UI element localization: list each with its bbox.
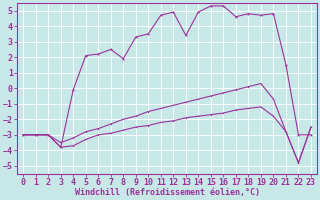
X-axis label: Windchill (Refroidissement éolien,°C): Windchill (Refroidissement éolien,°C) <box>75 188 260 197</box>
